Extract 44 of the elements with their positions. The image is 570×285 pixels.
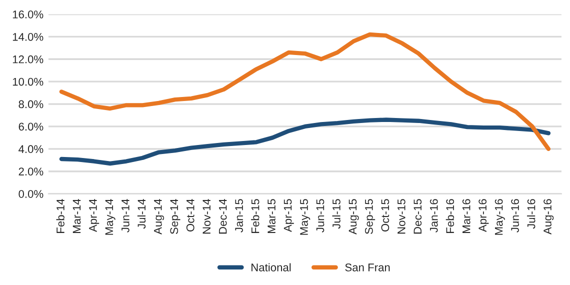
x-tick-label: Dec-14 xyxy=(219,198,227,234)
x-tick-label: Jul-16 xyxy=(527,199,536,229)
x-tick-label: Dec-15 xyxy=(414,199,422,234)
y-tick-label: 8.0% xyxy=(18,100,44,108)
x-tick-label: Nov-15 xyxy=(398,199,406,234)
x-tick-label: Feb-16 xyxy=(446,199,454,233)
y-tick-label: 4.0% xyxy=(18,145,44,154)
line-series xyxy=(59,118,551,166)
x-tick-label: Mar-15 xyxy=(268,199,276,233)
x-tick-label: Sep-15 xyxy=(365,199,376,234)
x-tick-label: Aug-15 xyxy=(348,199,359,234)
x-tick-label: Oct-15 xyxy=(381,199,390,232)
x-tick-label: Jul-15 xyxy=(332,199,340,229)
x-tick-label: May-14 xyxy=(105,198,116,235)
x-tick-label: May-16 xyxy=(494,199,505,235)
x-tick-label: Sep-14 xyxy=(170,198,180,234)
y-tick-label: 6.0% xyxy=(18,122,44,131)
x-tick-label: May-15 xyxy=(300,199,310,235)
x-tick-label: Jun-16 xyxy=(511,199,519,232)
y-tick-label: 16.0% xyxy=(12,10,44,18)
y-tick-label: 14.0% xyxy=(12,32,44,41)
x-tick-label: Aug-14 xyxy=(154,198,164,234)
x-tick-label: Apr-16 xyxy=(478,199,489,232)
x-tick-label: Jan-16 xyxy=(430,199,438,232)
x-tick-label: Feb-15 xyxy=(251,199,260,233)
x-tick-label: Apr-14 xyxy=(89,198,100,232)
x-tick-label: Jun-14 xyxy=(122,198,130,232)
legend-label: National xyxy=(252,263,291,272)
x-tick-label: Mar-16 xyxy=(462,199,470,233)
x-tick-label: Jan-15 xyxy=(235,199,243,232)
y-tick-label: 12.0% xyxy=(12,55,44,64)
y-tick-label: 0.0% xyxy=(18,190,44,198)
x-tick-label: Feb-14 xyxy=(56,198,64,233)
y-tick-label: 10.0% xyxy=(12,78,44,86)
x-tick-label: Aug-16 xyxy=(544,199,554,234)
x-tick-label: Apr-15 xyxy=(284,199,294,232)
x-tick-label: Jun-15 xyxy=(316,199,324,232)
y-tick-label: 2.0% xyxy=(18,168,44,176)
x-tick-label: Nov-14 xyxy=(202,198,211,234)
x-tick-label: Oct-14 xyxy=(186,198,194,232)
legend-label: San Fran xyxy=(345,264,390,272)
line-series xyxy=(59,32,551,151)
x-tick-label: Mar-14 xyxy=(72,198,81,233)
x-tick-label: Jul-14 xyxy=(137,198,146,229)
